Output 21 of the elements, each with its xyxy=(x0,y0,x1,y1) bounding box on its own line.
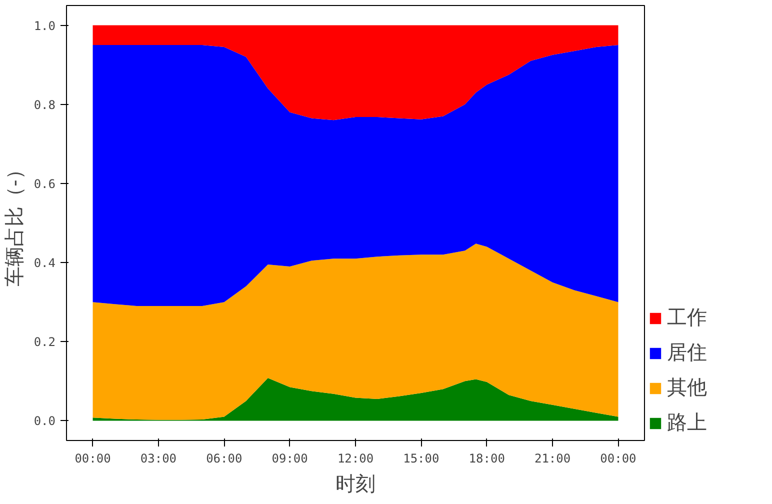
y-tick-label: 0.0 xyxy=(34,414,56,428)
x-tick-label: 09:00 xyxy=(272,452,308,466)
legend-label: 路上 xyxy=(667,411,707,436)
y-tick-label: 0.4 xyxy=(34,256,56,270)
y-tick-label: 0.8 xyxy=(34,98,56,112)
legend-label: 工作 xyxy=(667,306,707,331)
y-tick-label: 1.0 xyxy=(34,18,56,33)
x-tick-label: 18:00 xyxy=(468,452,505,466)
y-axis-title: 车辆占比（-） xyxy=(4,160,26,286)
x-tick-label: 15:00 xyxy=(403,452,440,466)
x-tick-label: 06:00 xyxy=(206,452,242,466)
legend-label: 居住 xyxy=(667,341,707,366)
legend-label: 其他 xyxy=(667,376,707,401)
x-tick-label: 12:00 xyxy=(337,452,374,466)
x-tick-label: 00:00 xyxy=(74,452,111,466)
x-axis-title: 时刻 xyxy=(336,474,376,496)
x-tick-label: 00:00 xyxy=(600,452,636,466)
x-tick-label: 21:00 xyxy=(534,452,571,466)
y-tick-label: 0.6 xyxy=(34,176,56,191)
y-tick-label: 0.2 xyxy=(34,335,56,350)
x-tick-label: 03:00 xyxy=(140,452,177,466)
